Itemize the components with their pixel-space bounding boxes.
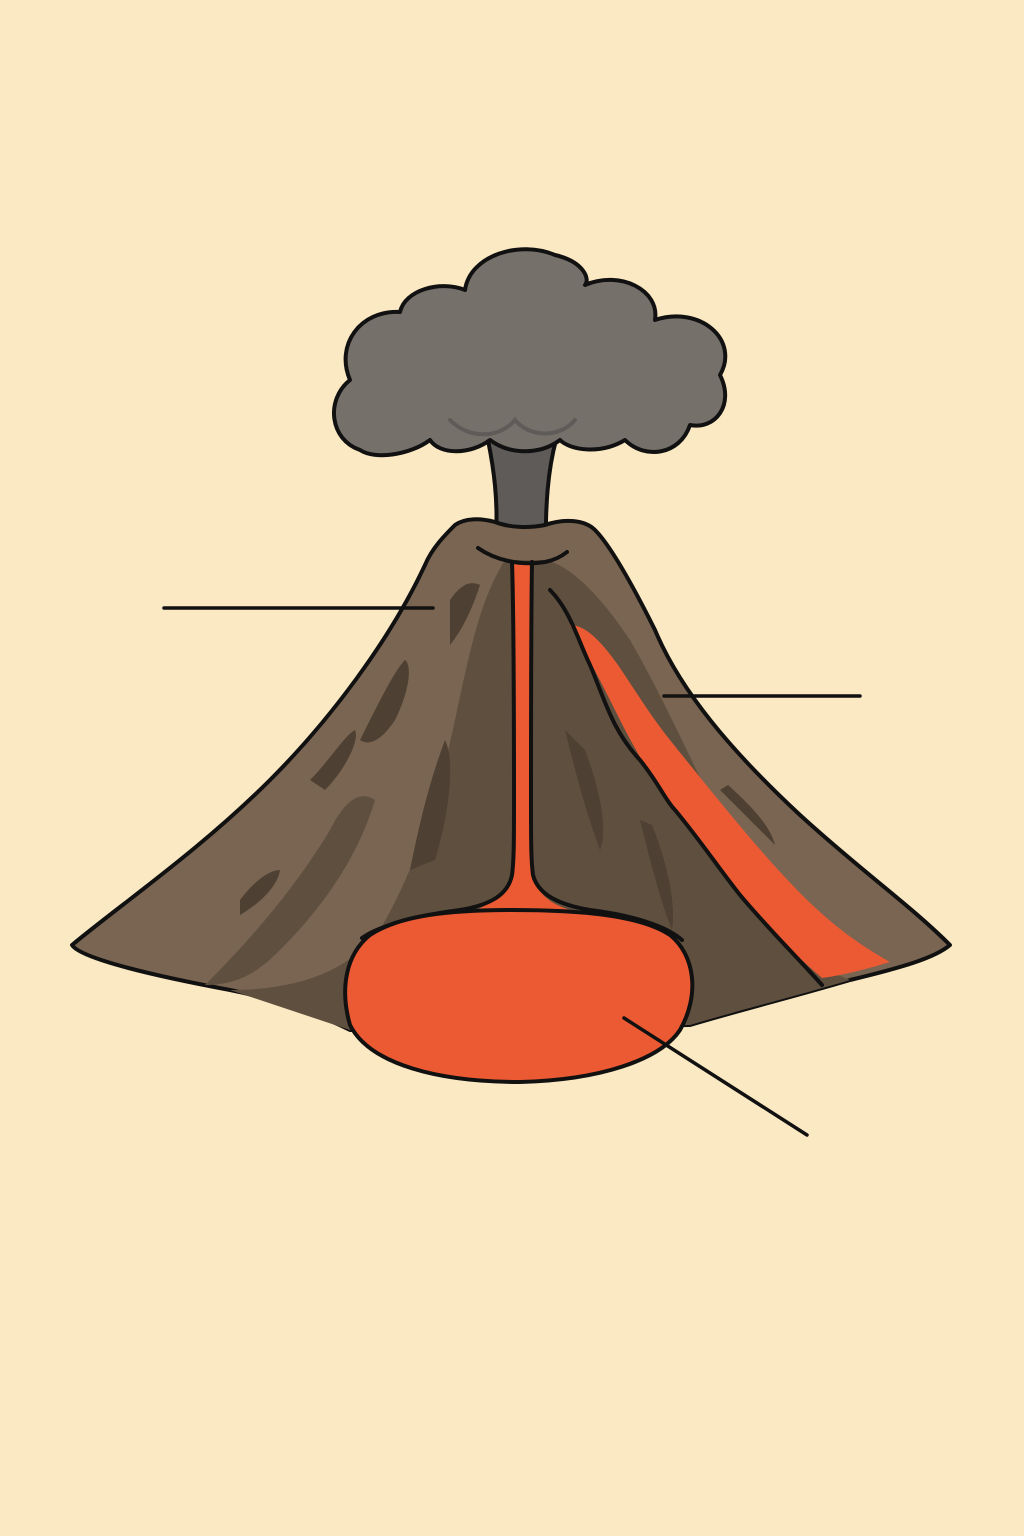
ash-cloud: [332, 247, 728, 458]
vent: [375, 562, 665, 930]
magma-chamber: [343, 908, 695, 1084]
lava-flow: [570, 625, 890, 978]
vent-wall-right: [529, 560, 684, 942]
slope-streak: [410, 740, 451, 870]
crater-rim: [476, 546, 569, 566]
slope-streak: [450, 583, 480, 645]
ash-cloud-contour: [448, 416, 577, 437]
slope-streak: [720, 785, 775, 845]
slope-streak: [310, 730, 356, 790]
lava-flow-edge: [548, 588, 824, 987]
slope-streak: [205, 796, 375, 985]
magma-chamber-label-line: [622, 1016, 809, 1137]
slope-streak: [360, 660, 409, 743]
volcano-cutaway: [230, 560, 850, 1030]
slope-streak: [565, 730, 604, 850]
slope-streak: [640, 820, 674, 930]
slope-streak: [240, 870, 280, 915]
